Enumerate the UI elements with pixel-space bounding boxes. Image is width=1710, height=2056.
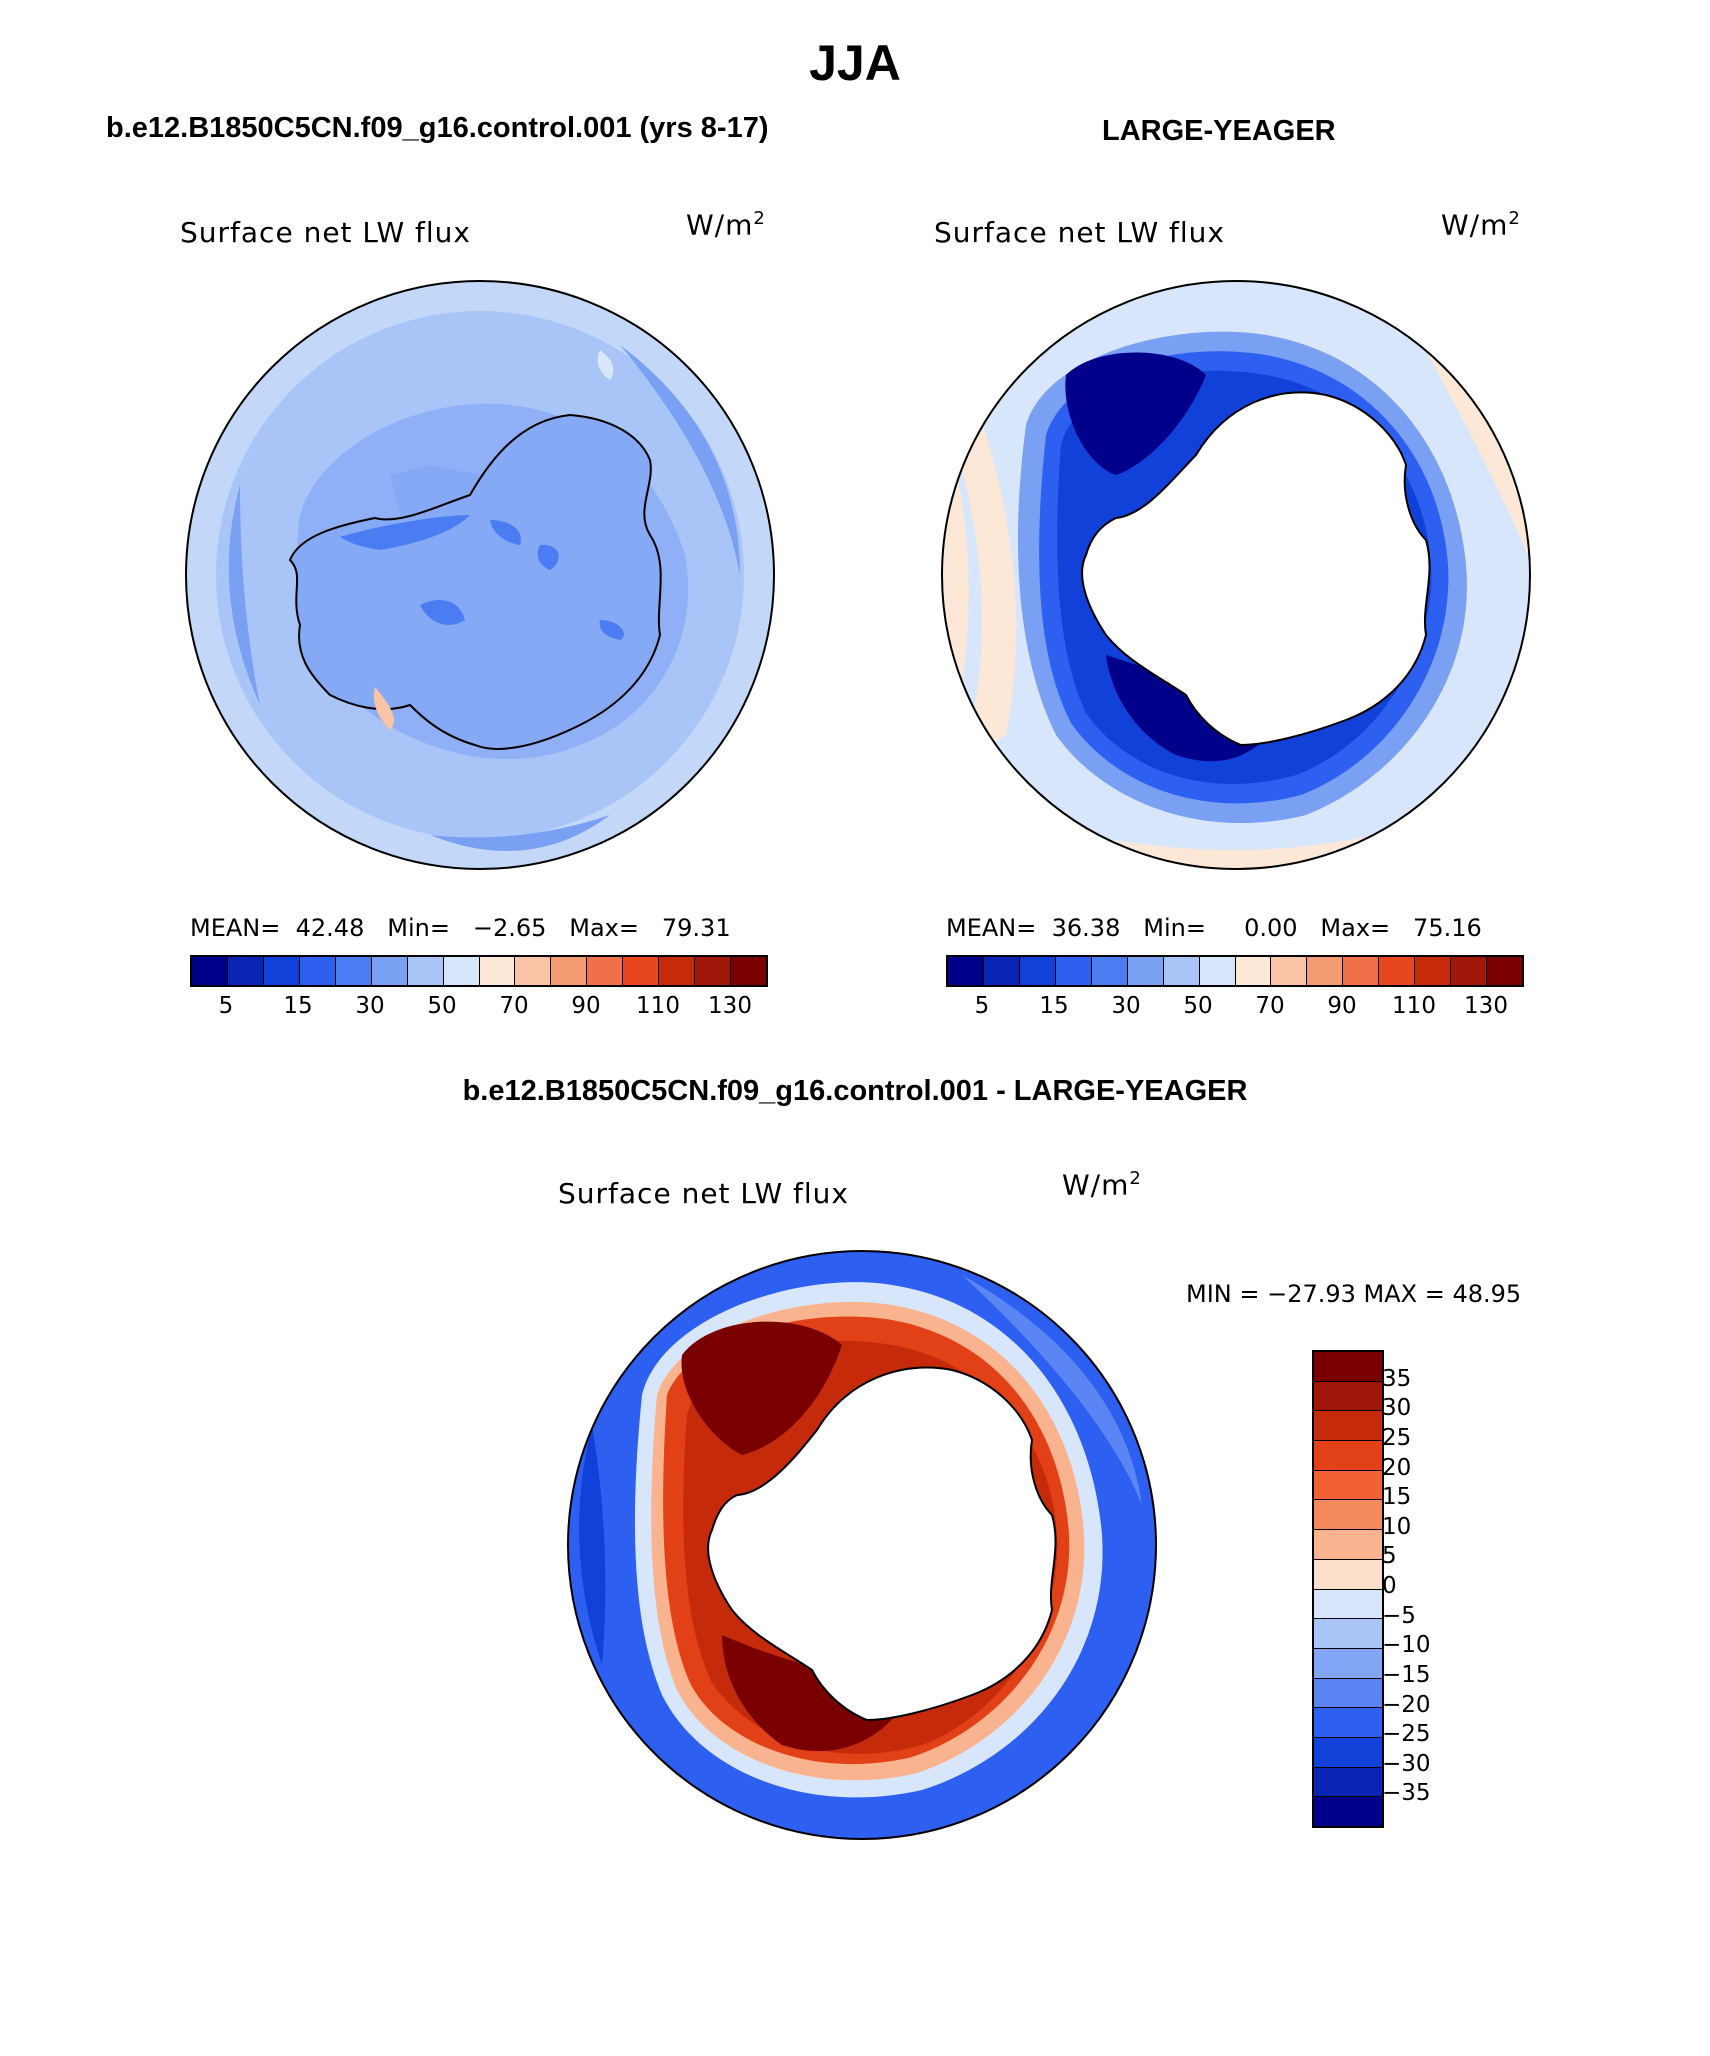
colorbar-swatch: [1415, 957, 1452, 985]
colorbar-swatch: [335, 957, 372, 985]
colorbar-tick-label: 5: [1382, 1543, 1397, 1570]
colorbar-tick-label: 15: [283, 993, 313, 1019]
page-title: JJA: [809, 35, 901, 91]
colorbar-tick-label: 110: [1392, 993, 1436, 1019]
diff-panel-header: b.e12.B1850C5CN.f09_g16.control.001 - LA…: [462, 1075, 1248, 1107]
colorbar-tick-label: 70: [499, 993, 529, 1019]
colorbar-swatch: [299, 957, 336, 985]
colorbar-tick-label: 110: [636, 993, 680, 1019]
colorbar-tick-label: 90: [571, 993, 601, 1019]
colorbar-swatch: [1314, 1352, 1382, 1382]
colorbar-tick-label: 20: [1382, 1454, 1412, 1481]
colorbar-tick-label: 15: [1382, 1484, 1412, 1511]
colorbar-tick-label: −10: [1382, 1632, 1431, 1659]
right-units-label: W/m2: [1441, 208, 1521, 242]
colorbar-swatch: [695, 957, 732, 985]
colorbar-swatch: [1235, 957, 1272, 985]
colorbar-swatch: [1314, 1619, 1382, 1649]
colorbar-swatch: [1314, 1559, 1382, 1590]
right-polar-map: [941, 280, 1531, 870]
colorbar-tick-label: 0: [1382, 1573, 1397, 1599]
colorbar-swatch: [371, 957, 408, 985]
colorbar-swatch: [1487, 957, 1522, 985]
colorbar-tick-label: −15: [1382, 1661, 1431, 1688]
colorbar-swatch: [731, 957, 766, 985]
colorbar-swatch: [479, 957, 516, 985]
colorbar-tick-label: 130: [1464, 993, 1508, 1019]
diff-stats: MIN = −27.93 MAX = 48.95: [1186, 1280, 1522, 1308]
colorbar-swatch: [443, 957, 480, 985]
colorbar-swatch: [1314, 1411, 1382, 1442]
colorbar-swatch: [948, 957, 984, 985]
colorbar-tick-label: −25: [1382, 1721, 1431, 1748]
colorbar-swatch: [623, 957, 660, 985]
colorbar-swatch: [227, 957, 264, 985]
colorbar-tick-label: 130: [708, 993, 752, 1019]
colorbar-swatch: [659, 957, 696, 985]
colorbar-swatch: [1343, 957, 1380, 985]
colorbar-swatch: [1314, 1678, 1382, 1709]
colorbar-swatch: [551, 957, 588, 985]
colorbar-tick-label: 90: [1327, 993, 1357, 1019]
colorbar-swatch: [1451, 957, 1488, 985]
colorbar-swatch: [1314, 1708, 1382, 1738]
colorbar-tick-label: 25: [1382, 1424, 1412, 1451]
colorbar-tick-label: 30: [355, 993, 385, 1019]
colorbar-tick-label: 10: [1382, 1513, 1412, 1540]
colorbar-swatch: [1127, 957, 1164, 985]
colorbar-swatch: [1314, 1767, 1382, 1798]
colorbar-swatch: [1314, 1500, 1382, 1531]
colorbar-swatch: [1091, 957, 1128, 985]
right-colorbar: [946, 955, 1524, 987]
colorbar-swatch: [1379, 957, 1416, 985]
diff-units-label: W/m2: [1062, 1168, 1142, 1202]
colorbar-tick-label: −35: [1382, 1780, 1431, 1807]
colorbar-tick-label: 70: [1255, 993, 1285, 1019]
diff-colorbar: [1312, 1350, 1384, 1828]
colorbar-tick-label: −30: [1382, 1750, 1431, 1777]
colorbar-swatch: [587, 957, 624, 985]
colorbar-tick-label: 15: [1039, 993, 1069, 1019]
colorbar-swatch: [1314, 1470, 1382, 1501]
colorbar-swatch: [515, 957, 552, 985]
left-variable-label: Surface net LW flux: [180, 216, 471, 249]
colorbar-swatch: [1199, 957, 1236, 985]
right-stats: MEAN= 36.38 Min= 0.00 Max= 75.16: [946, 914, 1482, 942]
colorbar-swatch: [1055, 957, 1092, 985]
colorbar-swatch: [1307, 957, 1344, 985]
colorbar-swatch: [1314, 1530, 1382, 1560]
colorbar-tick-label: 35: [1382, 1365, 1412, 1392]
left-units-label: W/m2: [686, 208, 766, 242]
colorbar-swatch: [1163, 957, 1200, 985]
colorbar-swatch: [1314, 1737, 1382, 1768]
colorbar-swatch: [1271, 957, 1308, 985]
colorbar-tick-label: −20: [1382, 1691, 1431, 1718]
diff-variable-label: Surface net LW flux: [558, 1177, 849, 1210]
diff-polar-map: [567, 1250, 1157, 1840]
left-stats: MEAN= 42.48 Min= −2.65 Max= 79.31: [190, 914, 731, 942]
colorbar-swatch: [1314, 1589, 1382, 1620]
colorbar-swatch: [263, 957, 300, 985]
colorbar-tick-label: 5: [218, 993, 234, 1019]
colorbar-swatch: [1314, 1441, 1382, 1471]
colorbar-swatch: [1314, 1381, 1382, 1412]
left-colorbar: [190, 955, 768, 987]
colorbar-swatch: [1314, 1797, 1382, 1826]
left-panel-header: b.e12.B1850C5CN.f09_g16.control.001 (yrs…: [106, 112, 769, 144]
colorbar-tick-label: −5: [1382, 1602, 1416, 1629]
colorbar-tick-label: 50: [1183, 993, 1213, 1019]
colorbar-swatch: [192, 957, 228, 985]
right-panel-header: LARGE-YEAGER: [1102, 115, 1336, 147]
colorbar-swatch: [407, 957, 444, 985]
colorbar-tick-label: 50: [427, 993, 457, 1019]
colorbar-swatch: [1314, 1648, 1382, 1679]
colorbar-tick-label: 30: [1111, 993, 1141, 1019]
right-variable-label: Surface net LW flux: [934, 216, 1225, 249]
left-polar-map: [185, 280, 775, 870]
colorbar-tick-label: 30: [1382, 1395, 1412, 1422]
colorbar-tick-label: 5: [974, 993, 990, 1019]
colorbar-swatch: [983, 957, 1020, 985]
colorbar-swatch: [1019, 957, 1056, 985]
